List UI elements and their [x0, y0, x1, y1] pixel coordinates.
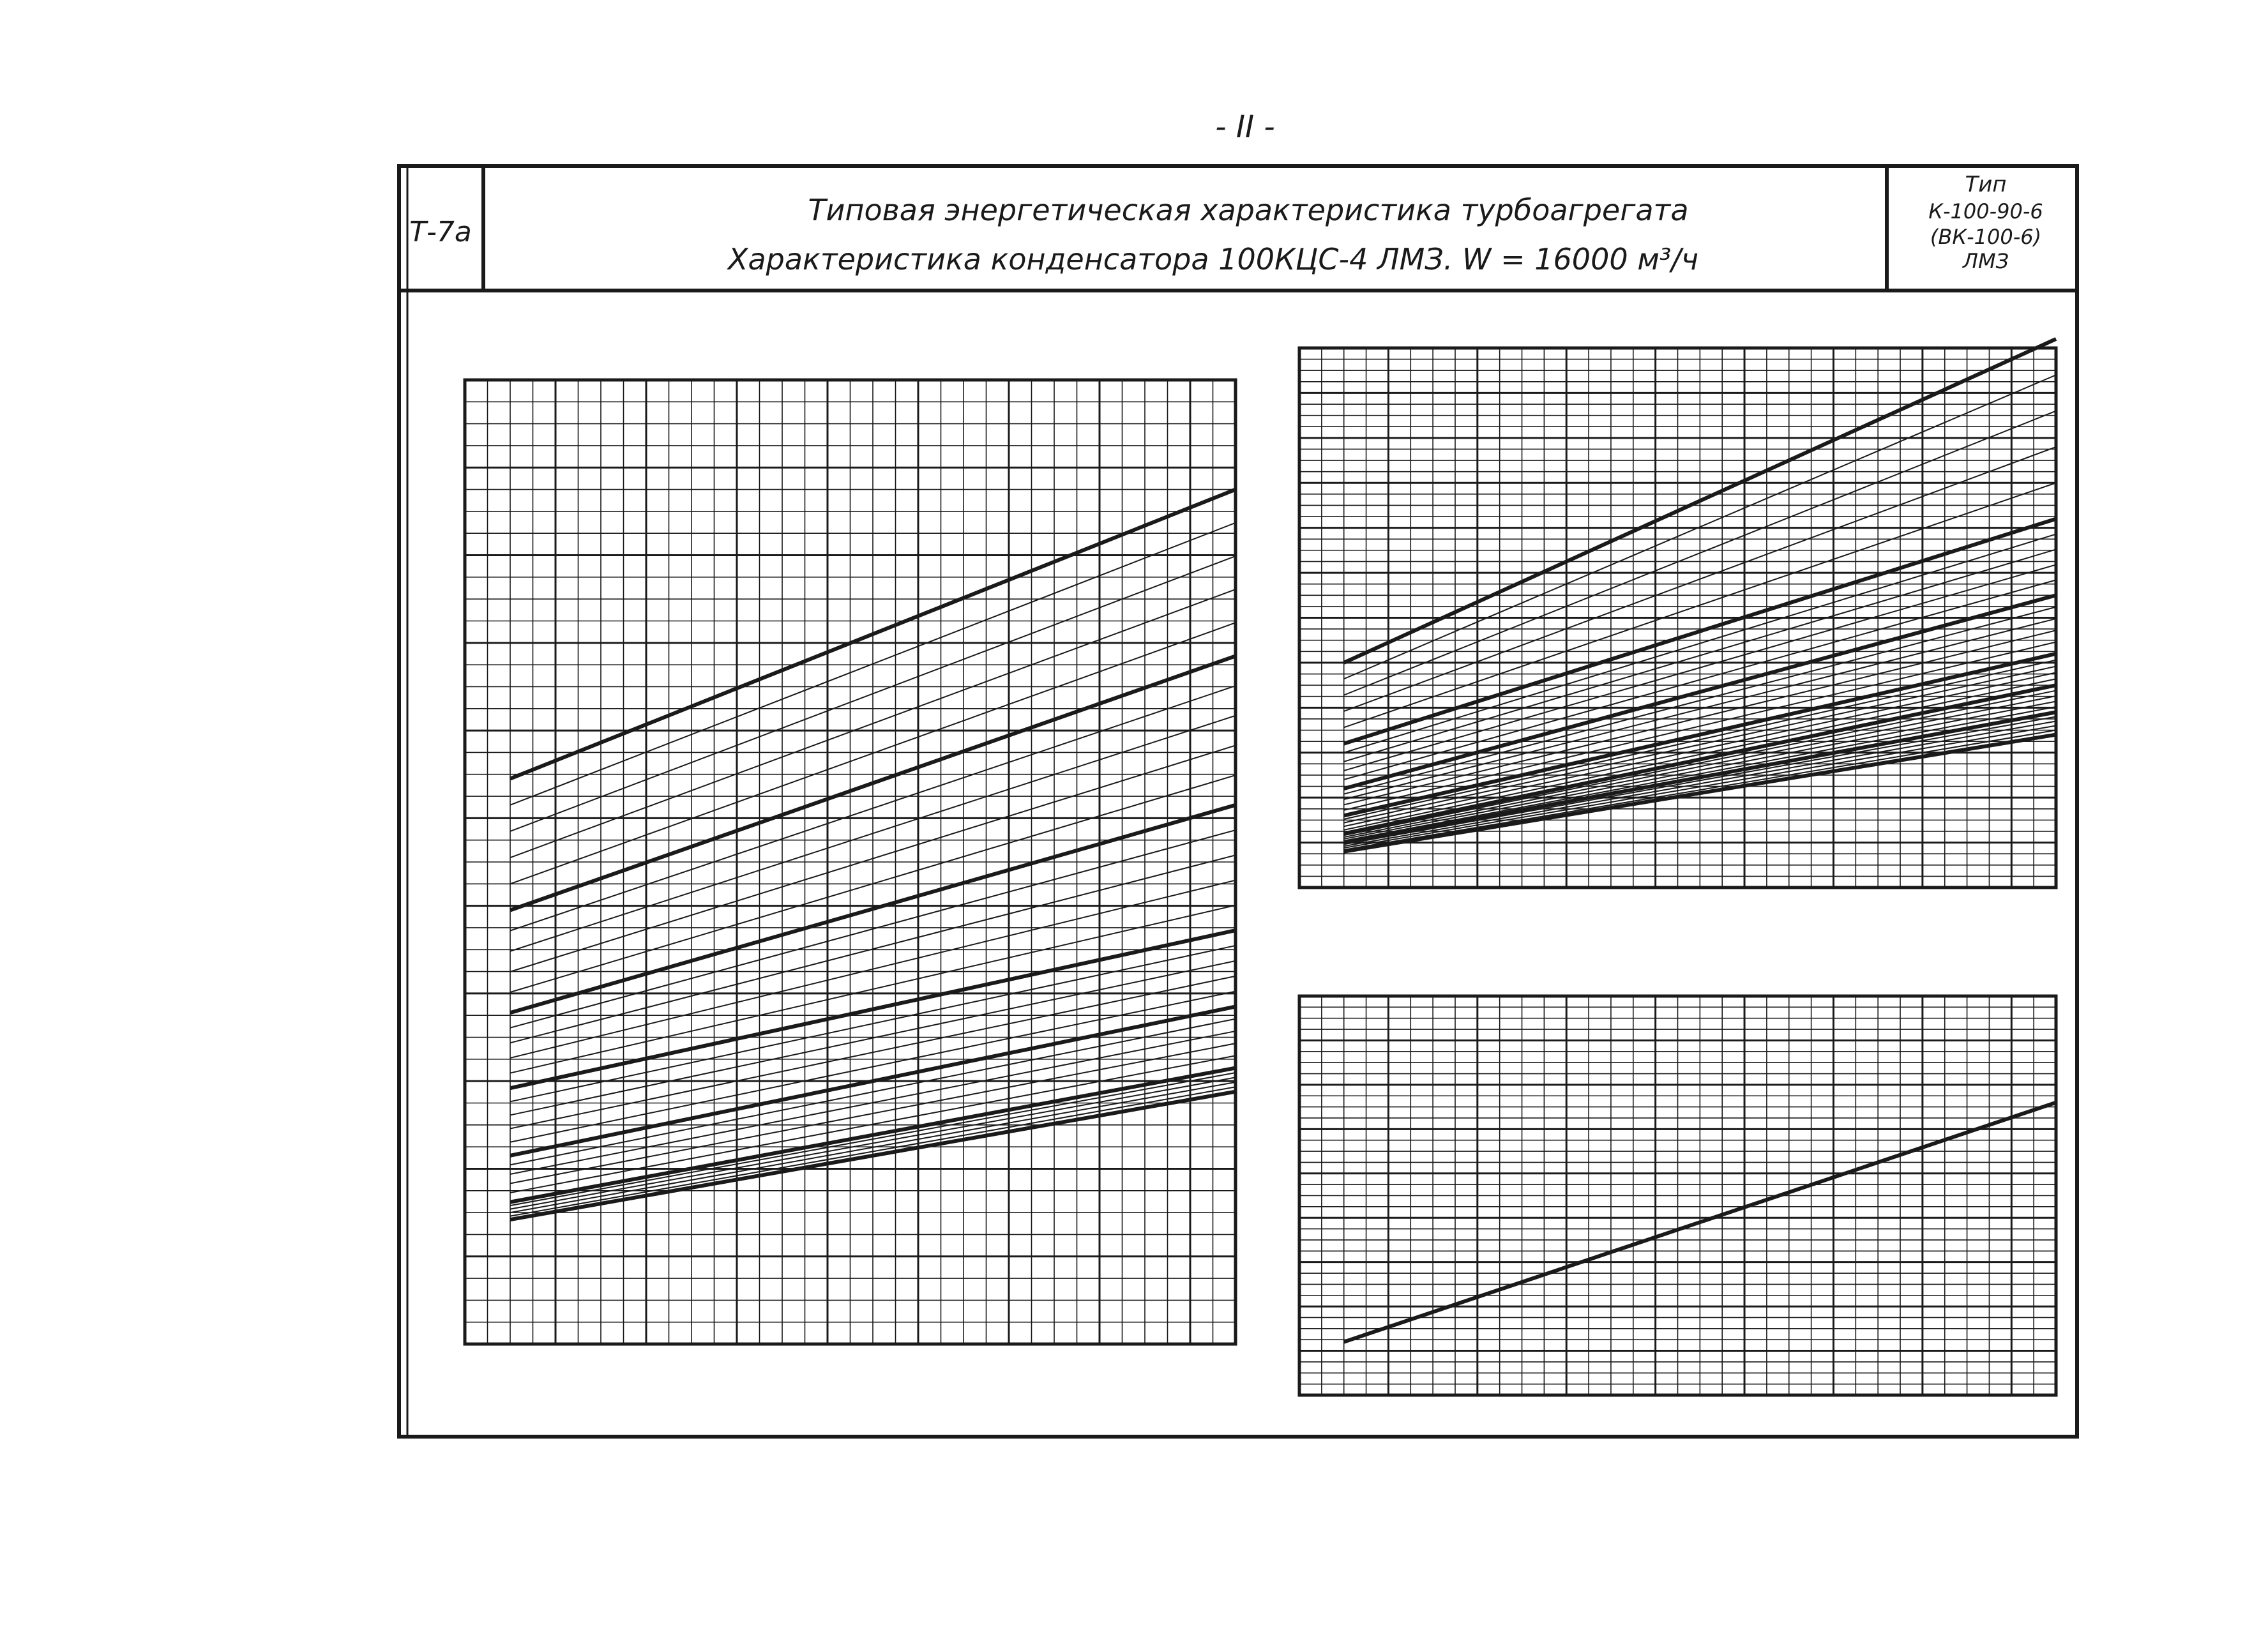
intermediate-curve — [510, 1081, 1236, 1214]
intermediate-curve — [1343, 700, 2057, 840]
intermediate-curve — [1343, 729, 2057, 850]
series-line-0 — [510, 1089, 1236, 1222]
intermediate-curve — [1343, 659, 2057, 820]
series-line-30 — [509, 487, 1237, 781]
intermediate-curve — [510, 775, 1236, 993]
intermediate-curve — [1343, 706, 2057, 842]
intermediate-curve — [510, 589, 1236, 859]
intermediate-curve — [510, 1043, 1236, 1184]
intermediate-curve — [1343, 446, 2057, 712]
water-heating-chart — [1297, 994, 2058, 1397]
type-line2: (ВК-100-6) — [1930, 225, 2041, 249]
intermediate-curve — [510, 522, 1236, 806]
intermediate-curve — [1343, 672, 2057, 828]
intermediate-curve — [1343, 606, 2057, 795]
intermediate-curve — [1343, 579, 2057, 780]
intermediate-curve — [1343, 533, 2057, 753]
intermediate-curve — [510, 685, 1236, 932]
series-line-30 — [1343, 732, 2057, 854]
intermediate-curve — [510, 1055, 1236, 1194]
intermediate-curve — [1343, 720, 2057, 847]
series-line-15 — [510, 928, 1236, 1091]
grid — [1298, 995, 2057, 1396]
intermediate-curve — [510, 1018, 1236, 1166]
series-line-10 — [1343, 593, 2057, 790]
intermediate-curve — [1343, 548, 2057, 762]
intermediate-curve — [510, 1030, 1236, 1175]
intermediate-curve — [1343, 410, 2057, 696]
intermediate-curve — [1343, 725, 2057, 849]
intermediate-curve — [1343, 641, 2057, 811]
intermediate-curve — [510, 879, 1236, 1059]
temperature-head-chart — [1297, 337, 2058, 889]
series-line-0 — [1343, 337, 2057, 665]
intermediate-curve — [510, 1072, 1236, 1207]
intermediate-curve — [1343, 374, 2057, 680]
type-line1: К-100-90-6 — [1928, 199, 2043, 223]
intermediate-curve — [510, 1086, 1236, 1217]
intermediate-curve — [510, 555, 1236, 832]
intermediate-curve — [510, 975, 1236, 1130]
intermediate-curve — [510, 829, 1236, 1029]
header-title-line1: Типовая энергетическая характеристика ту… — [808, 193, 1688, 227]
intermediate-curve — [1343, 690, 2057, 836]
outer-frame-shadow — [406, 165, 2078, 1438]
intermediate-curve — [1343, 665, 2057, 824]
type-line3: ЛМЗ — [1962, 249, 2009, 273]
series-line-5 — [1343, 517, 2057, 746]
sheet-code: Т-7а — [409, 216, 472, 248]
series-line-15 — [1343, 651, 2057, 818]
intermediate-curve — [510, 904, 1236, 1074]
intermediate-curve — [510, 744, 1236, 972]
grid — [1298, 347, 2057, 889]
intermediate-curve — [510, 854, 1236, 1044]
intermediate-curve — [510, 714, 1236, 952]
intermediate-curve — [1343, 695, 2057, 838]
series-line-20 — [510, 803, 1236, 1015]
intermediate-curve — [510, 622, 1236, 885]
header-title-line2: Характеристика конденсатора 100КЦС-4 ЛМЗ… — [727, 242, 1698, 276]
series-line-main — [1343, 1100, 2057, 1344]
series-line-5 — [510, 1066, 1236, 1204]
intermediate-curve — [1343, 617, 2057, 800]
intermediate-curve — [1343, 564, 2057, 771]
series-line-10 — [510, 1004, 1236, 1158]
series-line-25 — [1343, 710, 2057, 845]
intermediate-curve — [510, 960, 1236, 1116]
pressure-chart — [463, 378, 1237, 1346]
intermediate-curve — [510, 1077, 1236, 1210]
intermediate-curve — [510, 944, 1236, 1103]
intermediate-curve — [1343, 482, 2057, 729]
intermediate-curve — [1343, 716, 2057, 845]
type-label: Тип — [1965, 172, 2006, 197]
page-number: - II - — [1215, 109, 1274, 145]
intermediate-curve — [1343, 630, 2057, 806]
intermediate-curve — [510, 990, 1236, 1143]
series-line-20 — [1343, 683, 2057, 836]
series-line-25 — [510, 654, 1236, 912]
outer-frame — [397, 164, 2079, 1439]
intermediate-curve — [1343, 678, 2057, 831]
